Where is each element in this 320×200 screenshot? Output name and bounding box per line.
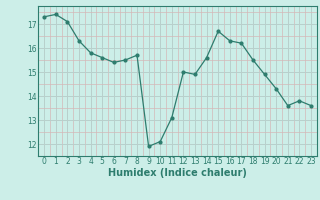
X-axis label: Humidex (Indice chaleur): Humidex (Indice chaleur) — [108, 168, 247, 178]
